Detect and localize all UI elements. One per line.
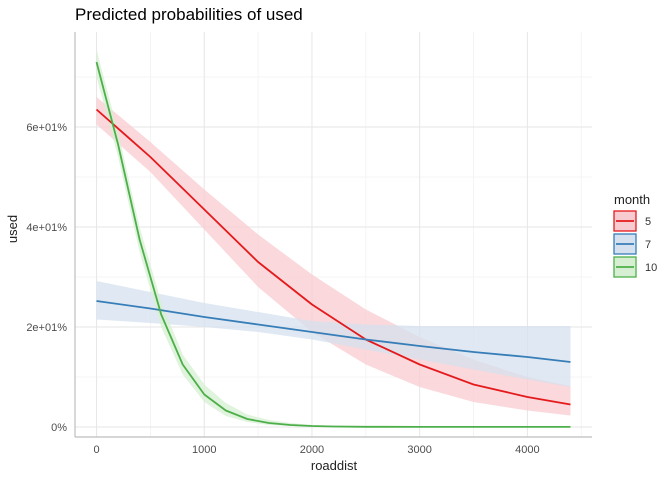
series-line-10 — [95, 61, 571, 428]
confidence-band-5 — [96, 97, 571, 416]
series-line-7 — [96, 300, 571, 363]
chart-title: Predicted probabilities of used — [75, 5, 303, 24]
y-tick-label: 0% — [51, 422, 67, 434]
tick-labels: 0 1000 2000 3000 4000 0% 2e+01% 4e+01% 6e+01% — [26, 122, 539, 456]
x-tick-label: 1000 — [192, 444, 216, 456]
y-tick-label: 4e+01% — [26, 222, 67, 234]
y-tick-label: 2e+01% — [26, 322, 67, 334]
legend-title: month — [614, 192, 650, 207]
x-tick-label: 4000 — [515, 444, 539, 456]
legend-label-7: 7 — [645, 239, 651, 251]
confidence-band-7 — [96, 281, 571, 387]
legend-item-7: 7 — [613, 233, 651, 255]
legend-item-5: 5 — [613, 210, 651, 232]
x-tick-label: 0 — [93, 444, 99, 456]
axes — [74, 32, 592, 438]
legend-label-5: 5 — [645, 216, 651, 228]
y-axis-title: used — [5, 215, 20, 243]
series-lines — [95, 61, 571, 428]
x-tick-label: 3000 — [407, 444, 431, 456]
legend-item-10: 10 — [613, 256, 657, 278]
y-tick-label: 6e+01% — [26, 122, 67, 134]
x-axis-title: roaddist — [311, 458, 358, 473]
confidence-bands — [96, 49, 571, 427]
x-tick-label: 2000 — [300, 444, 324, 456]
series-line-5 — [95, 108, 571, 406]
legend-label-10: 10 — [645, 262, 657, 274]
legend: month 5 7 10 — [613, 192, 657, 278]
